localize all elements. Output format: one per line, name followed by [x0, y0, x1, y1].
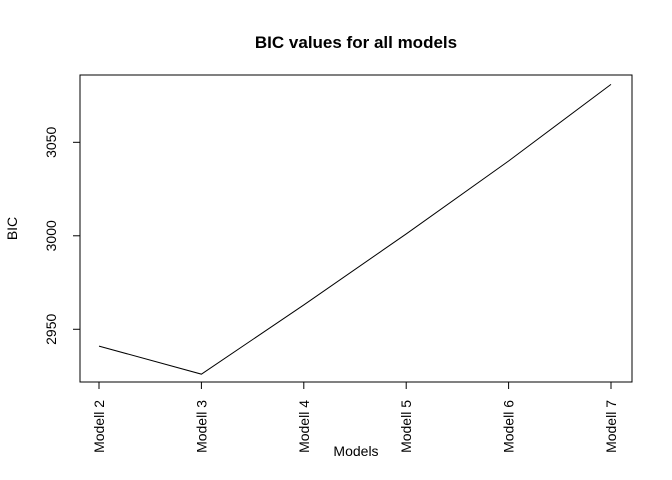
x-tick-label: Modell 4 [296, 400, 312, 453]
plot-area-frame [79, 74, 633, 383]
x-tick-label: Modell 2 [91, 400, 107, 453]
y-tick-label: 3050 [43, 127, 59, 158]
x-axis: Modell 2 Modell 3 Modell 4 Modell 5 Modell 6… [91, 381, 619, 453]
y-tick-label: 3000 [43, 220, 59, 251]
chart-title: BIC values for all models [255, 33, 457, 52]
y-axis: 2950 3000 3050 [43, 127, 81, 345]
y-tick-label: 2950 [43, 313, 59, 344]
bic-series-line [98, 83, 612, 375]
y-axis-label: BIC [4, 217, 20, 240]
x-tick-label: Modell 3 [193, 400, 209, 453]
x-tick-label: Modell 5 [398, 400, 414, 453]
x-axis-label: Models [333, 443, 378, 459]
x-tick-label: Modell 6 [501, 400, 517, 453]
x-tick-label: Modell 7 [603, 400, 619, 453]
